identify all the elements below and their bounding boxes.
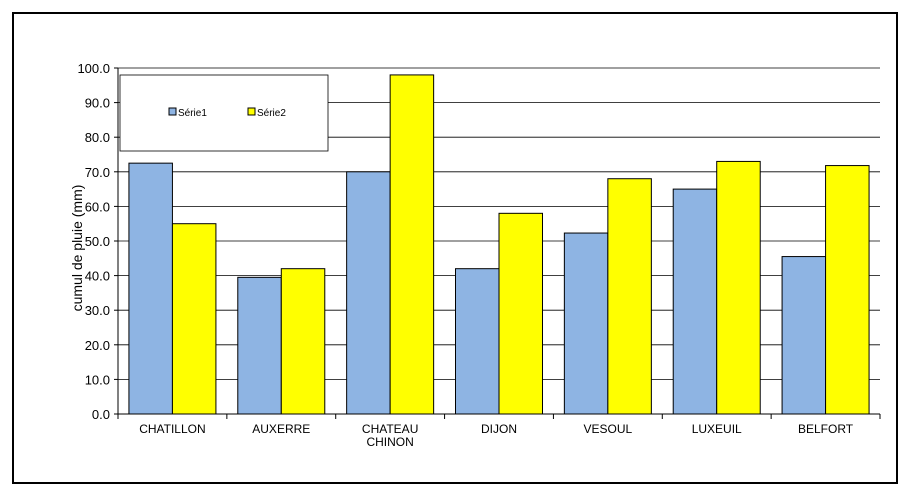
legend-swatch <box>247 107 256 116</box>
legend: Série1 Série2 <box>119 74 329 152</box>
x-category-label: AUXERRE <box>252 422 310 436</box>
bar-1-3 <box>346 171 391 415</box>
x-category-label: CHATEAU <box>362 422 418 436</box>
y-tick-label: 80.0 <box>85 130 110 145</box>
bar-1-6 <box>672 188 718 415</box>
bar-2-5 <box>607 178 652 415</box>
y-tick-label: 0.0 <box>92 407 110 422</box>
y-tick-label: 70.0 <box>85 165 110 180</box>
axes <box>114 67 881 419</box>
x-category-label: DIJON <box>481 422 517 436</box>
bar-2-7 <box>825 165 870 415</box>
legend-box <box>119 74 329 152</box>
y-tick-label: 30.0 <box>85 303 110 318</box>
y-tick-label: 40.0 <box>85 269 110 284</box>
x-category-label: VESOUL <box>584 422 633 436</box>
x-category-label: BELFORT <box>798 422 854 436</box>
y-tick-label: 10.0 <box>85 372 110 387</box>
bar-1-4 <box>455 268 500 415</box>
x-category-label: CHATILLON <box>139 422 205 436</box>
bar-2-4 <box>498 212 543 415</box>
y-tick-label: 100.0 <box>77 61 110 76</box>
legend-label: Série1 <box>178 108 207 119</box>
bar-2-6 <box>716 160 761 415</box>
x-category-label: CHINON <box>366 435 413 449</box>
legend-label: Série2 <box>257 108 286 119</box>
y-tick-label: 50.0 <box>85 234 110 249</box>
bar-1-1 <box>128 162 173 415</box>
legend-swatch <box>168 107 177 116</box>
y-tick-labels: 0.0 10.0 20.0 30.0 40.0 50.0 60.0 70.0 80.0 90.0 1… <box>77 61 110 422</box>
bar-1-7 <box>781 256 827 415</box>
bar-2-2 <box>280 268 326 415</box>
bar-2-3 <box>389 74 435 415</box>
y-tick-label: 60.0 <box>85 199 110 214</box>
bar-1-5 <box>563 232 609 415</box>
x-category-label: LUXEUIL <box>692 422 742 436</box>
y-tick-label: 20.0 <box>85 338 110 353</box>
bar-2-1 <box>171 223 217 415</box>
bar-1-2 <box>237 276 282 415</box>
y-tick-label: 90.0 <box>85 96 110 111</box>
y-axis-label: cumul de pluie (mm) <box>69 185 85 312</box>
